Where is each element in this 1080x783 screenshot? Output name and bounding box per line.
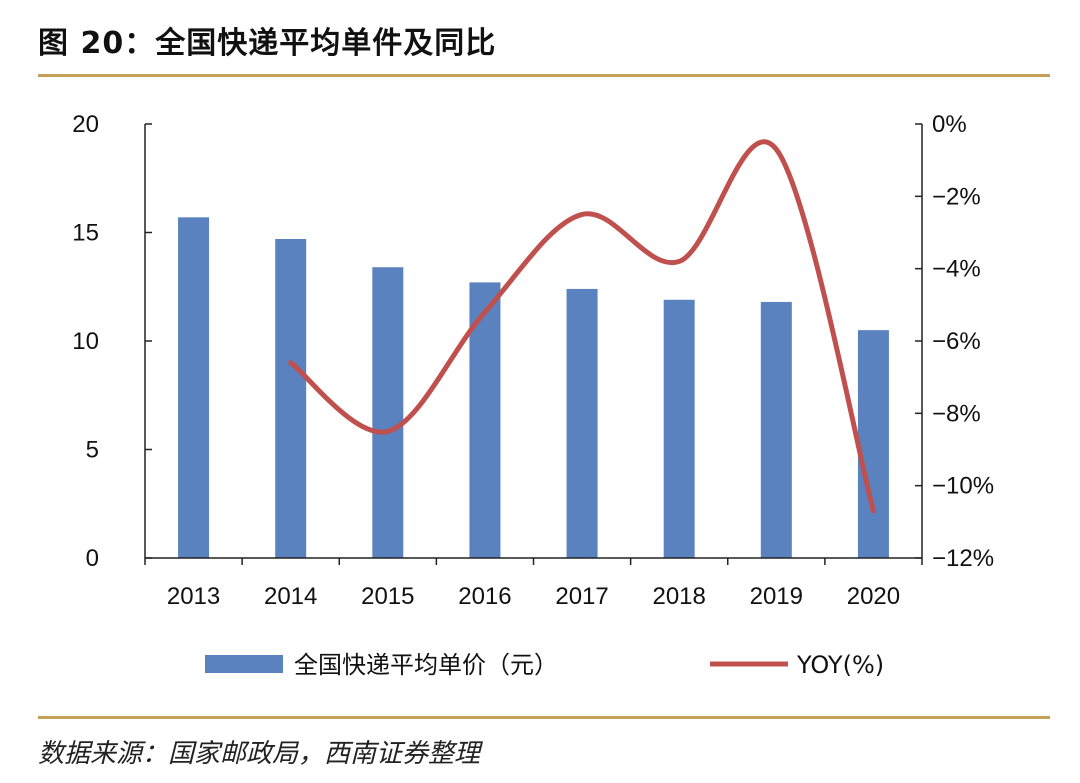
line-series xyxy=(288,139,876,514)
left-y-tick-labels: 0 5 10 15 20 xyxy=(72,111,99,572)
legend-label-line: YOY(%) xyxy=(796,651,884,679)
x-tick-label: 2014 xyxy=(264,583,317,610)
right-y-tick-label: 0% xyxy=(932,111,967,138)
right-y-tick-label: −6% xyxy=(932,328,981,355)
left-y-tick-label: 20 xyxy=(72,111,99,138)
x-tick-label: 2018 xyxy=(652,583,705,610)
bar-2013 xyxy=(178,217,210,558)
right-y-tick-label: −10% xyxy=(932,473,994,500)
legend: 全国快递平均单价（元） YOY(%) xyxy=(205,651,884,679)
right-y-tick-label: −2% xyxy=(932,183,981,210)
bar-2015 xyxy=(372,267,404,558)
chart-axes xyxy=(144,123,923,565)
x-tick-label: 2015 xyxy=(361,583,414,610)
chart-area: 2013 2014 2015 2016 2017 2018 2019 2020 0 5 10 15 2… xyxy=(72,111,994,679)
bar-2014 xyxy=(275,239,307,558)
x-tick-label: 2020 xyxy=(847,583,900,610)
bar-series xyxy=(178,217,889,558)
bottom-divider xyxy=(38,716,1050,719)
left-y-tick-label: 10 xyxy=(72,328,99,355)
x-tick-label: 2016 xyxy=(458,583,511,610)
yoy-line xyxy=(288,139,876,514)
x-tick-labels: 2013 2014 2015 2016 2017 2018 2019 2020 xyxy=(167,583,900,610)
x-tick-label: 2013 xyxy=(167,583,220,610)
x-tick-label: 2017 xyxy=(555,583,608,610)
legend-label-bar: 全国快递平均单价（元） xyxy=(294,651,558,679)
right-y-tick-label: −12% xyxy=(932,545,994,572)
left-y-tick-label: 15 xyxy=(72,220,99,247)
bar-2020 xyxy=(857,330,889,558)
bar-2018 xyxy=(663,299,695,558)
right-y-tick-labels: 0% −2% −4% −6% −8% −10% −12% xyxy=(932,111,994,572)
bar-2017 xyxy=(566,288,598,558)
bar-2019 xyxy=(760,301,792,558)
top-divider xyxy=(38,74,1050,77)
x-tick-label: 2019 xyxy=(750,583,803,610)
left-y-tick-label: 5 xyxy=(86,437,99,464)
figure-title: 图 20：全国快递平均单件及同比 xyxy=(38,26,497,61)
right-y-tick-label: −8% xyxy=(932,400,981,427)
legend-swatch-bar xyxy=(205,655,283,673)
right-y-tick-label: −4% xyxy=(932,256,981,283)
source-note: 数据来源：国家邮政局，西南证券整理 xyxy=(38,739,481,769)
left-y-tick-label: 0 xyxy=(86,545,99,572)
